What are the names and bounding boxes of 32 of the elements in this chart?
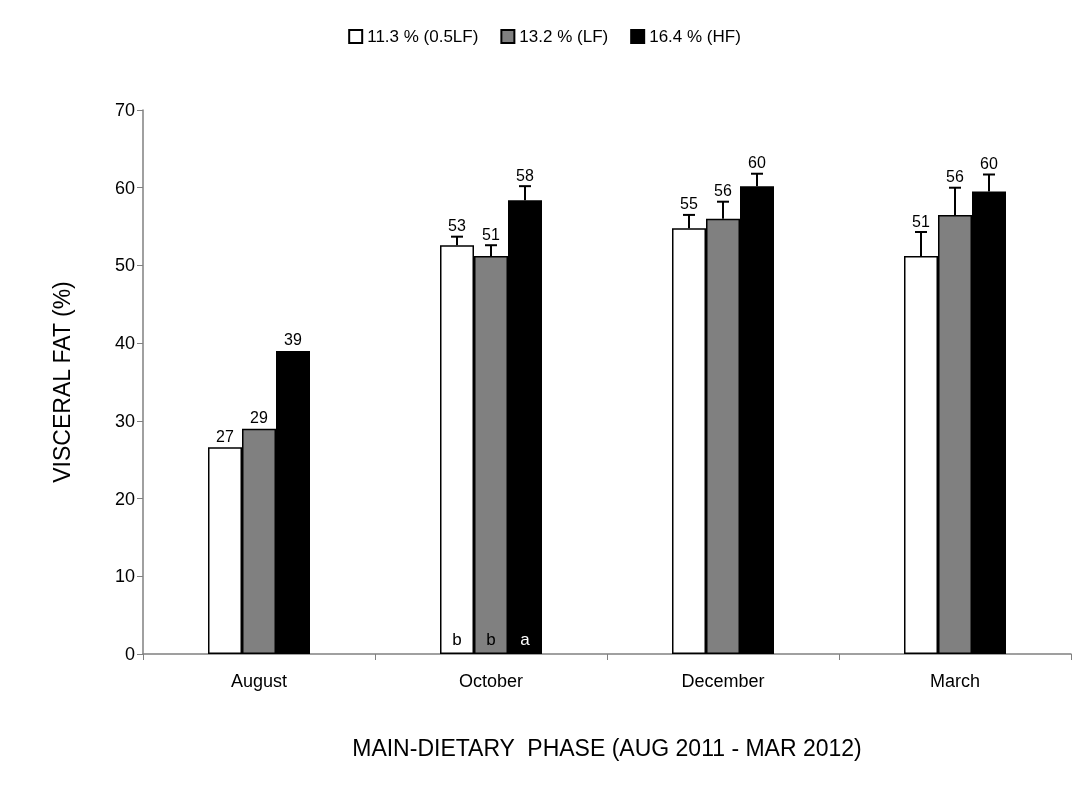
y-axis-title: VISCERAL FAT (%) [48,281,75,483]
data-label: 60 [748,154,766,172]
data-label: 56 [946,168,964,186]
annotation: b [452,630,462,649]
data-label: 27 [216,427,234,445]
y-tick-label: 40 [114,333,135,354]
x-tick-label: October [458,671,524,691]
y-tick-label: 10 [114,566,135,587]
data-label: 56 [714,182,732,200]
x-tick-label: December [681,671,765,691]
annotation: b [486,630,496,649]
y-tick-label: 50 [114,255,135,276]
y-tick-label: 30 [114,410,135,431]
annotation: a [520,630,531,649]
data-label: 29 [250,409,268,427]
data-label: 39 [284,331,302,349]
data-label: 51 [912,212,930,230]
legend-label: 13.2 % (LF) [519,27,609,46]
data-label: 60 [980,155,998,172]
x-axis-title: MAIN-DIETARY PHASE (AUG 2011 - MAR 2012) [352,734,862,761]
y-tick-label: 70 [114,100,135,120]
data-label: 55 [680,195,698,213]
data-label: 53 [448,217,466,235]
data-label: 51 [482,225,500,243]
y-tick-label: 0 [124,644,135,664]
legend-label: 16.4 % (HF) [649,27,741,46]
x-tick-label: August [230,671,288,691]
x-tick-label: March [929,671,981,691]
y-tick-label: 20 [114,488,135,509]
data-label: 58 [516,166,534,184]
y-tick-label: 60 [114,177,135,198]
legend-label: 11.3 % (0.5LF) [367,27,479,46]
